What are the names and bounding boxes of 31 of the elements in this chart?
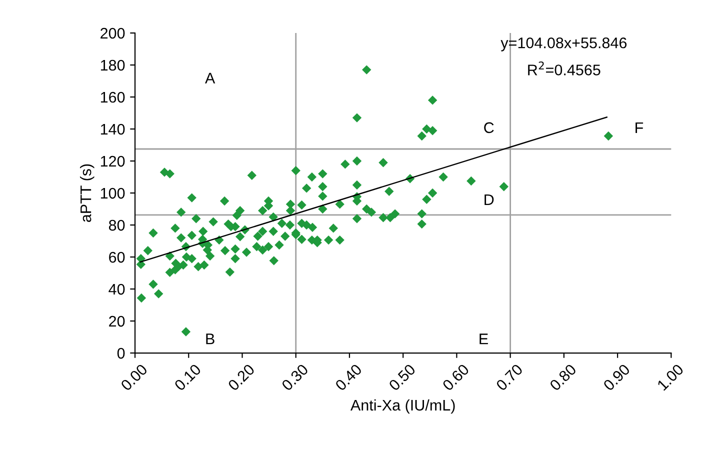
annotation: E <box>480 334 488 344</box>
y-tick-label: 160 <box>100 92 125 103</box>
y-tick-label: 180 <box>100 60 125 71</box>
x-tick-label: 0.60 <box>442 363 470 392</box>
annotation: D <box>484 194 494 205</box>
x-axis-title: Anti-Xa (IU/mL) <box>350 399 455 414</box>
annotation: y=104.08x+55.846 <box>500 37 627 52</box>
y-tick-label: 60 <box>109 252 125 263</box>
y-tick-label: 120 <box>100 156 125 167</box>
x-tick-label: 0.30 <box>281 363 309 392</box>
y-tick-label: 100 <box>100 188 125 199</box>
x-tick-label: 0.90 <box>602 363 631 392</box>
annotation: C <box>484 122 494 134</box>
x-tick-label: 0.00 <box>120 363 148 392</box>
annotation: F <box>636 122 644 133</box>
y-tick-label: 200 <box>100 28 125 39</box>
y-tick-label: 80 <box>108 220 125 231</box>
x-tick-label: 0.10 <box>174 363 202 392</box>
y-tick-label: 0 <box>117 348 125 359</box>
y-tick-label: 40 <box>108 284 125 295</box>
y-tick-label: 20 <box>109 316 125 327</box>
annotation: A <box>205 72 216 84</box>
annotation: R$^{2}$=0.4565 <box>528 61 600 76</box>
x-tick-label: 0.40 <box>334 363 362 392</box>
x-tick-label: 0.50 <box>388 363 416 392</box>
y-tick-label: 140 <box>100 124 125 135</box>
x-tick-label: 0.20 <box>227 363 256 392</box>
annotation: B <box>206 334 214 344</box>
y-axis-title: aPTT (s) <box>80 164 94 222</box>
x-tick-label: 0.80 <box>549 363 577 392</box>
x-tick-label: 0.70 <box>495 363 524 392</box>
